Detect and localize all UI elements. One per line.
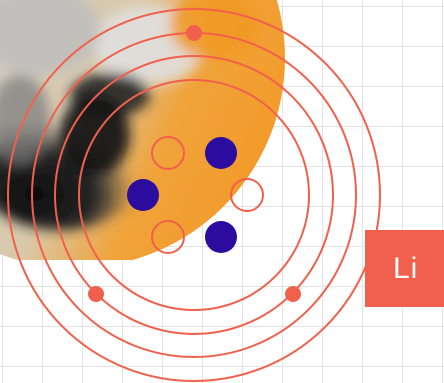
orbiting-electrons — [88, 25, 301, 302]
electron-top — [186, 25, 202, 41]
electron-bottom-right — [285, 286, 301, 302]
element-symbol-tile: Li — [365, 230, 444, 307]
nucleus — [127, 136, 264, 254]
electron-shell-4 — [7, 8, 381, 382]
electron-shell-1 — [78, 79, 310, 311]
electron-shell-2 — [54, 55, 334, 335]
proton — [205, 137, 237, 169]
background-photo — [0, 0, 285, 260]
element-symbol: Li — [393, 252, 419, 285]
neutron — [230, 178, 264, 212]
electron-bottom-left — [88, 286, 104, 302]
neutron — [151, 136, 185, 170]
proton — [127, 179, 159, 211]
neutron — [151, 220, 185, 254]
proton — [205, 221, 237, 253]
